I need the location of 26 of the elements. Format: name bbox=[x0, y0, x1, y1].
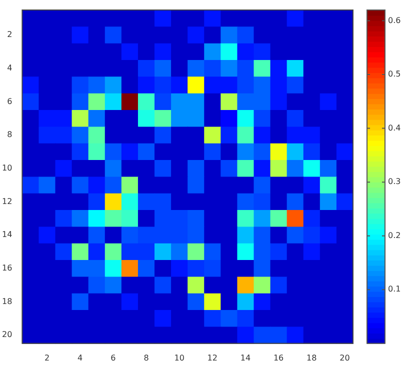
x-tick-label: 6 bbox=[110, 353, 116, 362]
x-tick-label: 16 bbox=[273, 353, 284, 362]
y-tick-label: 2 bbox=[7, 30, 12, 40]
x-tick-label: 18 bbox=[306, 353, 317, 362]
x-tick-label: 14 bbox=[240, 353, 251, 362]
x-tick-label: 8 bbox=[144, 353, 149, 362]
y-tick-label: 6 bbox=[7, 96, 12, 106]
y-tick-label: 8 bbox=[7, 130, 12, 140]
color-bar-label: 0.4 bbox=[388, 123, 401, 132]
y-tick-label: 16 bbox=[2, 263, 12, 272]
color-bar-label: 0.6 bbox=[388, 16, 401, 25]
x-tick-label: 12 bbox=[207, 353, 218, 362]
x-tick-label: 4 bbox=[78, 353, 83, 362]
color-bar-label: 0.2 bbox=[388, 230, 401, 240]
y-tick-label: 14 bbox=[2, 230, 12, 240]
x-tick-label: 20 bbox=[340, 353, 350, 362]
x-tick-label: 10 bbox=[174, 353, 184, 362]
color-bar-label: 0.5 bbox=[388, 70, 401, 79]
y-tick-label: 12 bbox=[2, 196, 12, 206]
color-bar-label: 0.3 bbox=[388, 177, 401, 186]
y-tick-label: 20 bbox=[2, 330, 12, 340]
color-bar-label: 0.1 bbox=[388, 284, 401, 294]
y-tick-label: 10 bbox=[2, 163, 12, 172]
y-tick-label: 4 bbox=[7, 63, 12, 72]
y-tick-label: 18 bbox=[2, 296, 12, 306]
x-tick-label: 2 bbox=[44, 353, 50, 362]
